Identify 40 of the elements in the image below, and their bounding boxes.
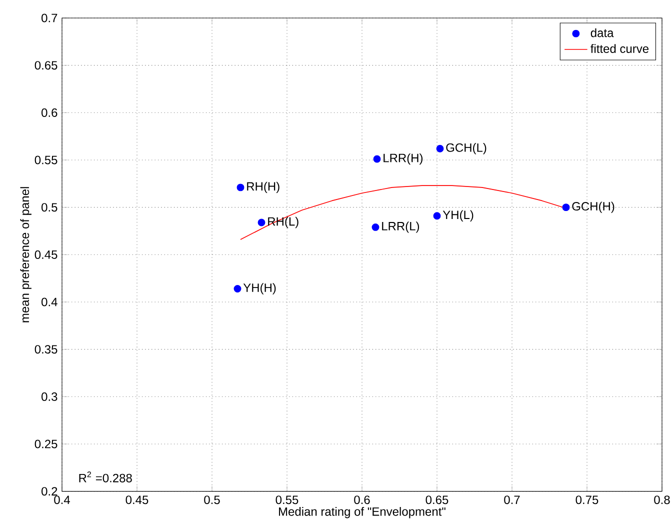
y-tick-label: 0.7 xyxy=(42,14,58,22)
point xyxy=(562,204,570,212)
y-tick-label: 0.25 xyxy=(34,440,58,448)
x-tick-label: 0.7 xyxy=(504,496,520,504)
y-tick-label: 0.6 xyxy=(42,108,58,117)
point xyxy=(436,144,444,152)
x-tick-label: 0.55 xyxy=(276,496,298,504)
point xyxy=(373,155,381,163)
y-tick-label: 0.65 xyxy=(34,61,58,70)
y-tick-label: 0.5 xyxy=(42,203,58,212)
legend-label: data xyxy=(590,28,614,38)
x-tick-label: 0.6 xyxy=(354,496,370,504)
annotation: YH(H) xyxy=(243,283,276,294)
x-axis-title: Median rating of "Envelopment" xyxy=(279,507,446,518)
y-tick-label: 0.45 xyxy=(34,250,58,259)
point xyxy=(433,212,441,220)
y-tick-label: 0.35 xyxy=(34,345,58,354)
legend-label: fitted curve xyxy=(590,44,649,53)
annotation: R$^{2}$ =0.288 xyxy=(79,472,132,482)
annotation: YH(L) xyxy=(442,210,474,222)
annotation: LRR(H) xyxy=(384,153,423,165)
annotation: RH(H) xyxy=(247,182,280,194)
x-tick-label: 0.45 xyxy=(126,496,148,504)
point xyxy=(372,223,380,231)
y-tick-label: 0.55 xyxy=(34,156,58,164)
x-tick-label: 0.75 xyxy=(576,496,598,504)
y-tick-label: 0.4 xyxy=(42,298,58,306)
x-tick-label: 0.8 xyxy=(654,496,670,504)
y-axis-title: mean preference of panel xyxy=(20,187,32,322)
y-tick-label: 0.3 xyxy=(42,392,58,401)
x-tick-label: 0.65 xyxy=(426,496,448,504)
point xyxy=(234,285,242,292)
y-tick-label: 0.2 xyxy=(42,487,58,496)
x-tick-label: 0.4 xyxy=(54,496,70,504)
annotation: LRR(L) xyxy=(382,222,420,233)
point xyxy=(258,218,266,226)
point xyxy=(236,184,244,192)
annotation: GCH(L) xyxy=(446,143,486,154)
annotation: GCH(H) xyxy=(572,202,614,213)
x-tick-label: 0.5 xyxy=(204,496,220,504)
